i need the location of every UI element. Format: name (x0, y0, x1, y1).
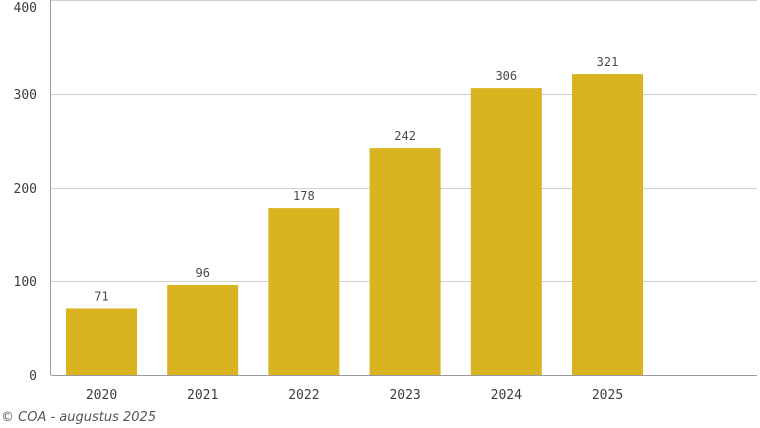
axes: 0 100 200 300 400 2020 2021 2022 2023 2024 2025 (14, 0, 757, 403)
bars (66, 74, 643, 375)
bar-2025 (572, 74, 643, 375)
x-tick-label-2022: 2022 (288, 388, 319, 403)
y-tick-label: 100 (14, 275, 37, 290)
data-label-2025: 321 (597, 55, 619, 69)
data-label-2021: 96 (195, 266, 209, 280)
data-labels: 71 96 178 242 306 321 (94, 55, 618, 303)
y-tick-label: 200 (14, 182, 37, 197)
x-tick-label-2021: 2021 (187, 388, 218, 403)
y-tick-label: 400 (14, 1, 37, 16)
bar-2024 (470, 88, 542, 375)
copyright-credit: © COA - augustus 2025 (1, 410, 157, 425)
data-label-2020: 71 (94, 289, 108, 303)
y-tick-label: 0 (29, 369, 37, 384)
bar-2021 (167, 285, 239, 375)
data-label-2022: 178 (293, 189, 315, 203)
x-tick-label-2025: 2025 (592, 388, 623, 403)
data-label-2023: 242 (394, 129, 416, 143)
x-tick-label-2024: 2024 (491, 388, 522, 403)
y-tick-label: 300 (14, 88, 37, 103)
bar-2022 (268, 208, 340, 375)
x-tick-label-2023: 2023 (389, 388, 420, 403)
bar-2023 (369, 148, 441, 375)
bar-2020 (66, 308, 137, 375)
x-tick-label-2020: 2020 (86, 388, 117, 403)
data-label-2024: 306 (495, 69, 517, 83)
